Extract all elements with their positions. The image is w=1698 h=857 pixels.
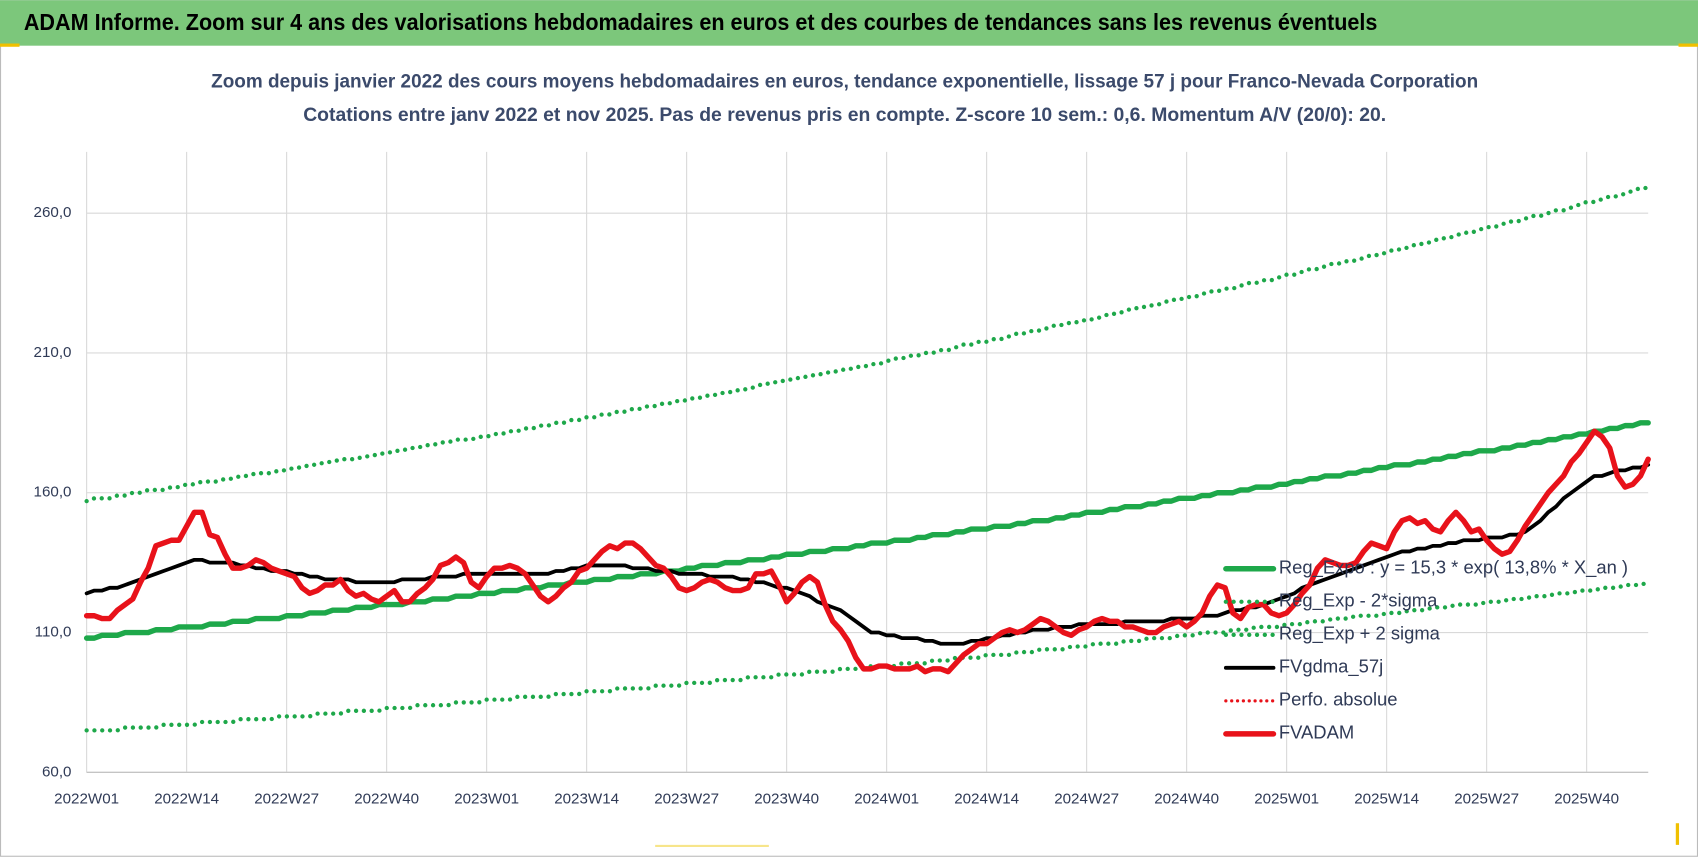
x-tick-label: 2024W01	[854, 790, 919, 807]
series-line	[84, 185, 1651, 504]
series-line	[83, 420, 1651, 641]
legend-label: Reg_Exp - 2*sigma	[1279, 590, 1438, 612]
x-tick-label: 2025W27	[1454, 790, 1519, 807]
x-tick-label: 2023W27	[654, 790, 719, 807]
x-tick-label: 2022W01	[54, 790, 119, 807]
x-tick-label: 2025W40	[1554, 790, 1619, 807]
legend-label: FVgdma_57j	[1279, 656, 1383, 678]
series-line	[83, 428, 1651, 675]
header-title: ADAM Informe. Zoom sur 4 ans des valoris…	[24, 9, 1378, 35]
header-accent	[0, 43, 20, 47]
x-tick-label: 2024W27	[1054, 790, 1119, 807]
header-bar	[0, 0, 1698, 46]
legend-label: FVADAM	[1279, 722, 1354, 743]
x-tick-label: 2022W27	[254, 790, 319, 807]
y-tick-label: 110,0	[35, 624, 72, 641]
chart-subtitle: Cotations entre janv 2022 et nov 2025. P…	[303, 104, 1386, 126]
y-tick-label: 260,0	[34, 204, 72, 221]
series-line	[84, 580, 1651, 733]
x-tick-label: 2022W40	[354, 790, 419, 807]
y-tick-label: 160,0	[34, 484, 72, 501]
x-tick-label: 2024W40	[1154, 790, 1219, 807]
y-tick-label: 60,0	[42, 763, 72, 780]
x-tick-label: 2023W14	[554, 790, 619, 807]
legend-label: Reg_Exp + 2 sigma	[1279, 623, 1441, 645]
series-line	[84, 462, 1651, 646]
x-tick-label: 2023W01	[454, 790, 519, 807]
x-tick-label: 2022W14	[154, 790, 219, 807]
x-tick-label: 2024W14	[954, 790, 1019, 807]
legend-label: Reg_Expo : y = 15,3 * exp( 13,8% * X_an …	[1279, 557, 1628, 579]
x-tick-label: 2025W01	[1254, 790, 1319, 807]
y-tick-label: 210,0	[34, 344, 72, 361]
x-tick-label: 2023W40	[754, 790, 819, 807]
header-accent	[1678, 43, 1698, 47]
chart-title: Zoom depuis janvier 2022 des cours moyen…	[211, 71, 1478, 93]
legend-label: Perfo. absolue	[1279, 689, 1398, 710]
x-tick-label: 2025W14	[1354, 790, 1419, 807]
